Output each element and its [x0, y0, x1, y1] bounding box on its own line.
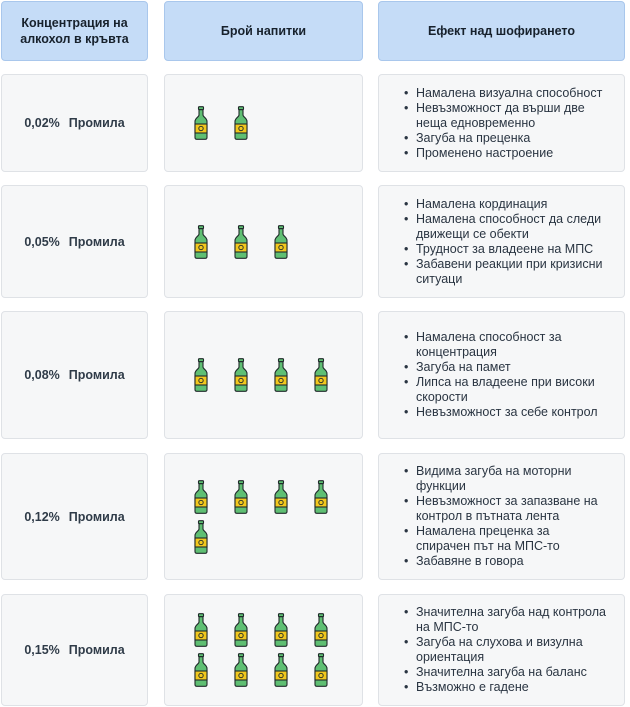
effect-item: Загуба на памет — [404, 360, 606, 375]
drinks-cell — [164, 453, 363, 580]
effect-item: Забавени реакции при кризисни ситуаци — [404, 257, 606, 287]
effects-list: Намалена кординацияНамалена способност д… — [379, 197, 606, 287]
effects-list: Намалена визуална способностНевъзможност… — [379, 86, 606, 161]
effects-cell: Намалена визуална способностНевъзможност… — [378, 74, 625, 172]
effect-item: Значителна загуба над контрола на МПС-то — [404, 605, 606, 635]
header-drinks: Брой напитки — [164, 1, 363, 61]
concentration-value: 0,15% — [24, 643, 60, 657]
header-effect: Ефект над шофирането — [378, 1, 625, 61]
drinks-cell — [164, 74, 363, 172]
concentration-cell: 0,08% Промила — [1, 311, 148, 439]
effect-item: Невъзможност за себе контрол — [404, 405, 606, 420]
effects-list: Значителна загуба над контрола на МПС-то… — [379, 605, 606, 695]
effects-cell: Значителна загуба над контрола на МПС-то… — [378, 594, 625, 706]
effect-item: Намалена визуална способност — [404, 86, 606, 101]
effect-item: Загуба на преценка — [404, 131, 606, 146]
effect-item: Променено настроение — [404, 146, 606, 161]
concentration-cell: 0,05% Промила — [1, 185, 148, 298]
concentration-value: 0,08% — [24, 368, 60, 382]
effect-item: Забавяне в говора — [404, 554, 606, 569]
header-drinks-label: Брой напитки — [220, 24, 307, 38]
concentration-cell: 0,02% Промила — [1, 74, 148, 172]
effects-cell: Видима загуба на моторни функцииНевъзмож… — [378, 453, 625, 580]
effects-list: Намалена способност за концентрацияЗагуб… — [379, 330, 606, 420]
drinks-cell — [164, 594, 363, 706]
concentration-cell: 0,12% Промила — [1, 453, 148, 580]
concentration-value: 0,02% — [24, 116, 60, 130]
concentration-unit: Промила — [68, 509, 125, 524]
concentration-unit: Промила — [68, 116, 125, 130]
effect-item: Намалена преценка за спирачен път на МПС… — [404, 524, 606, 554]
effect-item: Значителна загуба на баланс — [404, 665, 606, 680]
effect-item: Невъзможност за запазване на контрол в п… — [404, 494, 606, 524]
effect-item: Трудност за владеене на МПС — [404, 242, 606, 257]
effect-item: Намалена способност да следи движещи се … — [404, 212, 606, 242]
effect-item: Невъзможност да върши две неща едновреме… — [404, 101, 606, 131]
effect-item: Възможно е гадене — [404, 680, 606, 695]
effect-item: Видима загуба на моторни функции — [404, 464, 606, 494]
header-concentration: Концентрация на алкохол в кръвта — [1, 1, 148, 61]
concentration-value: 0,12% — [24, 509, 60, 524]
concentration-unit: Промила — [68, 234, 125, 249]
effects-cell: Намалена способност за концентрацияЗагуб… — [378, 311, 625, 439]
concentration-value: 0,05% — [24, 234, 60, 249]
effects-cell: Намалена кординацияНамалена способност д… — [378, 185, 625, 298]
header-concentration-label: Концентрация на алкохол в кръвта — [20, 16, 129, 46]
concentration-unit: Промила — [68, 643, 125, 657]
concentration-unit: Промила — [68, 368, 125, 382]
concentration-cell: 0,15% Промила — [1, 594, 148, 706]
effect-item: Липса на владеене при високи скорости — [404, 375, 606, 405]
effect-item: Намалена способност за концентрация — [404, 330, 606, 360]
effect-item: Намалена кординация — [404, 197, 606, 212]
header-effect-label: Ефект над шофирането — [427, 24, 575, 38]
effects-list: Видима загуба на моторни функцииНевъзмож… — [379, 464, 606, 569]
effect-item: Загуба на слухова и визулна ориентация — [404, 635, 606, 665]
